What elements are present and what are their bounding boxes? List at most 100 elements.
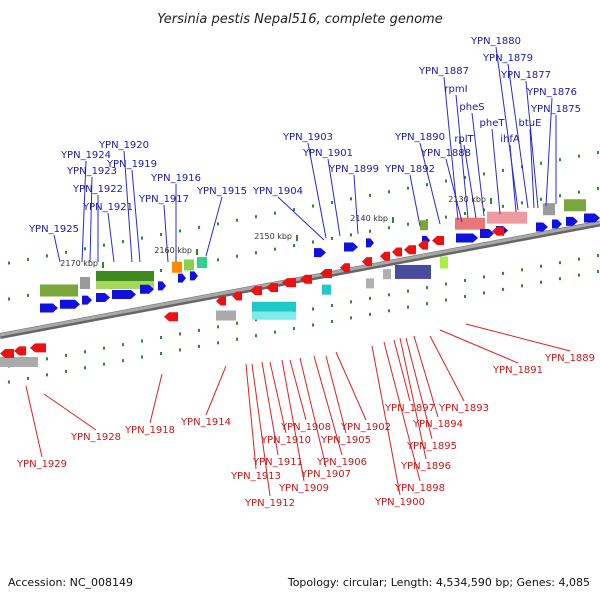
lower-gene-label: YPN_1893	[438, 403, 489, 414]
guide-dot	[540, 197, 542, 201]
guide-dot	[464, 279, 466, 282]
upper-gene-label: pheT	[480, 118, 506, 129]
upper-gene-label: rpmI	[444, 84, 467, 95]
guide-dot	[122, 240, 124, 244]
upper-label-leader	[123, 150, 133, 263]
reverse-gene-arrow	[432, 236, 444, 245]
guide-dot	[312, 204, 314, 208]
guide-dot	[464, 295, 466, 298]
upper-gene-label: YPN_1920	[98, 140, 149, 151]
guide-dot	[426, 286, 428, 290]
upper-label-leader	[205, 196, 223, 257]
feature-block	[0, 357, 38, 367]
upper-gene-label: YPN_1921	[82, 202, 133, 213]
reverse-gene-arrow	[320, 269, 332, 278]
guide-dot	[502, 168, 504, 172]
reverse-gene-arrow	[232, 291, 242, 301]
lower-label-leader	[289, 359, 307, 421]
guide-dot	[388, 293, 390, 297]
feature-block	[455, 217, 485, 230]
reverse-gene-arrow	[362, 257, 372, 267]
guide-dot	[198, 328, 200, 332]
lower-gene-label: YPN_1914	[180, 417, 231, 428]
lower-label-leader	[43, 393, 97, 431]
lower-gene-label: YPN_1912	[244, 498, 295, 509]
lower-label-leader	[399, 337, 427, 460]
lower-gene-label: YPN_1896	[400, 461, 451, 472]
reverse-gene-arrow	[0, 349, 14, 358]
guide-dot	[103, 362, 105, 366]
lower-label-leader	[251, 363, 271, 497]
lower-gene-label: YPN_1889	[544, 353, 595, 364]
guide-dot	[445, 215, 447, 219]
genome-track-highlight	[0, 221, 600, 337]
guide-dot	[255, 215, 257, 219]
upper-label-leader	[471, 112, 485, 217]
guide-dot	[540, 264, 542, 268]
topology-text: Topology: circular; Length: 4,534,590 bp…	[287, 576, 590, 589]
upper-label-leader	[53, 234, 61, 263]
guide-dot	[426, 302, 428, 306]
lower-label-leader	[313, 355, 343, 456]
guide-dot	[236, 254, 238, 258]
forward-gene-arrow	[536, 222, 548, 232]
guide-dot	[65, 250, 67, 254]
guide-dot	[464, 176, 466, 179]
coordinate-tick-mark	[196, 249, 198, 255]
lower-gene-label: YPN_1907	[300, 469, 351, 480]
forward-gene-arrow	[480, 229, 494, 238]
guide-dot	[236, 218, 238, 222]
feature-block	[40, 284, 78, 297]
guide-dot	[559, 158, 561, 162]
guide-dot	[179, 229, 181, 233]
guide-dot	[369, 193, 371, 197]
lower-gene-label: YPN_1902	[340, 422, 391, 433]
feature-block	[420, 220, 428, 231]
lower-gene-label: YPN_1906	[316, 457, 367, 468]
upper-gene-label: YPN_1888	[420, 148, 471, 159]
guide-dot	[160, 352, 162, 355]
lower-label-leader	[405, 337, 433, 440]
lower-label-leader	[325, 355, 347, 434]
guide-dot	[502, 271, 504, 275]
guide-dot	[578, 257, 580, 261]
lower-label-leader	[413, 335, 439, 418]
feature-block	[366, 278, 374, 289]
feature-block	[543, 203, 555, 216]
upper-label-leader	[89, 176, 93, 263]
lower-label-leader	[281, 359, 305, 482]
guide-dot	[407, 222, 409, 226]
guide-dot	[293, 244, 295, 248]
guide-dot	[597, 254, 599, 258]
upper-gene-label: YPN_1919	[106, 159, 157, 170]
upper-gene-label: YPN_1892	[384, 164, 435, 175]
guide-dot	[312, 307, 314, 311]
lower-label-leader	[25, 385, 43, 458]
forward-gene-arrow	[96, 293, 110, 302]
guide-dot	[445, 179, 447, 183]
guide-dot	[27, 376, 29, 380]
guide-dot	[407, 305, 409, 309]
upper-gene-label: YPN_1899	[328, 164, 379, 175]
guide-dot	[65, 353, 67, 357]
upper-label-leader	[463, 144, 477, 219]
guide-dot	[46, 254, 48, 258]
guide-dot	[559, 194, 561, 198]
lower-gene-label: YPN_1910	[260, 435, 311, 446]
guide-dot	[217, 341, 219, 345]
upper-label-leader	[327, 158, 341, 237]
upper-label-leader	[445, 158, 463, 223]
upper-gene-label: YPN_1890	[394, 132, 445, 143]
guide-dot	[540, 161, 542, 165]
upper-label-leader	[81, 160, 87, 263]
guide-dot	[198, 344, 200, 348]
upper-label-leader	[419, 142, 441, 225]
feature-block	[440, 256, 448, 269]
guide-dot	[236, 337, 238, 341]
upper-label-leader	[507, 63, 529, 209]
upper-gene-label: YPN_1901	[302, 148, 353, 159]
guide-dot	[483, 172, 485, 176]
guide-dot	[350, 300, 352, 304]
coordinate-tick-mark	[392, 217, 394, 223]
